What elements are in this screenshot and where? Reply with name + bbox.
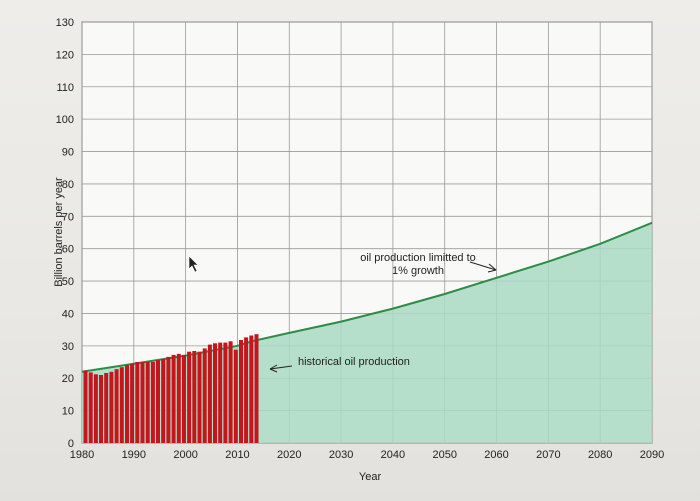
x-tick-2020: 2020: [277, 449, 301, 461]
x-tick-1990: 1990: [122, 449, 146, 461]
y-tick-50: 50: [62, 276, 74, 288]
bar-1997: [171, 354, 176, 443]
bar-1998: [176, 353, 181, 443]
y-tick-labels: 0 10 20 30 40 50 60 70 80 90 100 110 120 130: [56, 17, 74, 450]
y-tick-120: 120: [56, 49, 74, 61]
bar-2004: [207, 344, 212, 443]
x-tick-2060: 2060: [484, 449, 508, 461]
bar-1988: [125, 365, 129, 443]
y-tick-110: 110: [56, 82, 74, 94]
y-tick-10: 10: [62, 406, 74, 418]
bar-2003: [202, 348, 207, 443]
bar-2012: [249, 335, 254, 443]
growth-annotation: oil production limitted to 1% growth: [360, 252, 497, 277]
x-tick-2070: 2070: [536, 449, 560, 461]
bar-2001: [192, 351, 197, 443]
bar-2008: [228, 341, 233, 443]
mouse-cursor-icon: [188, 255, 199, 273]
bar-1982: [93, 374, 98, 443]
historical-bars-group: [83, 334, 259, 443]
x-tick-2050: 2050: [432, 449, 456, 461]
bar-1987: [119, 367, 124, 443]
bar-1992: [145, 361, 150, 443]
y-tick-30: 30: [62, 341, 74, 353]
bar-1980: [83, 370, 88, 443]
y-tick-0: 0: [68, 438, 74, 450]
bar-2009: [233, 349, 238, 443]
bar-1994: [156, 360, 160, 443]
bar-1989: [130, 363, 135, 443]
bar-1986: [114, 369, 119, 443]
growth-annotation-line-1: oil production limitted to: [360, 252, 476, 264]
x-tick-2030: 2030: [329, 449, 353, 461]
y-tick-130: 130: [56, 17, 74, 29]
x-tick-2090: 2090: [640, 449, 664, 461]
bar-2005: [213, 343, 217, 443]
bar-2007: [223, 342, 228, 443]
growth-annotation-arrow: [469, 261, 497, 271]
bar-1990: [135, 362, 140, 443]
bar-2006: [218, 342, 223, 443]
bar-1995: [161, 358, 166, 443]
bar-1984: [104, 373, 109, 443]
growth-annotation-arrowhead: [487, 263, 497, 273]
y-tick-100: 100: [56, 114, 74, 126]
bar-2013: [254, 334, 259, 443]
historical-annotation-arrow: [269, 365, 293, 370]
bar-2000: [187, 351, 192, 443]
bar-2011: [244, 337, 249, 443]
historical-annotation-arrowhead: [269, 364, 278, 373]
bar-1981: [88, 372, 93, 443]
historical-annotation: historical oil production: [269, 356, 410, 373]
x-axis-title: Year: [359, 471, 382, 483]
x-tick-2000: 2000: [173, 449, 197, 461]
y-tick-90: 90: [62, 147, 74, 159]
x-tick-2010: 2010: [225, 449, 249, 461]
bar-1999: [182, 354, 186, 443]
x-tick-2040: 2040: [381, 449, 405, 461]
bar-1985: [109, 371, 114, 443]
historical-annotation-text: historical oil production: [298, 356, 410, 368]
x-tick-2080: 2080: [588, 449, 612, 461]
y-axis-title: Billion barrels per year: [53, 177, 65, 287]
bar-1993: [150, 362, 155, 443]
y-tick-60: 60: [62, 244, 74, 256]
bar-1983: [99, 375, 103, 443]
bar-1996: [166, 356, 171, 443]
bar-1991: [140, 362, 145, 443]
x-tick-1980: 1980: [70, 449, 94, 461]
growth-annotation-line-2: 1% growth: [392, 265, 444, 277]
bar-2010: [239, 340, 243, 443]
y-tick-70: 70: [62, 211, 74, 223]
bar-2002: [197, 351, 202, 443]
y-tick-20: 20: [62, 373, 74, 385]
y-tick-80: 80: [62, 179, 74, 191]
y-tick-40: 40: [62, 308, 74, 320]
x-tick-labels: 1980 1990 2000 2010 2020 2030 2040 2050 2060 2070…: [70, 449, 664, 461]
